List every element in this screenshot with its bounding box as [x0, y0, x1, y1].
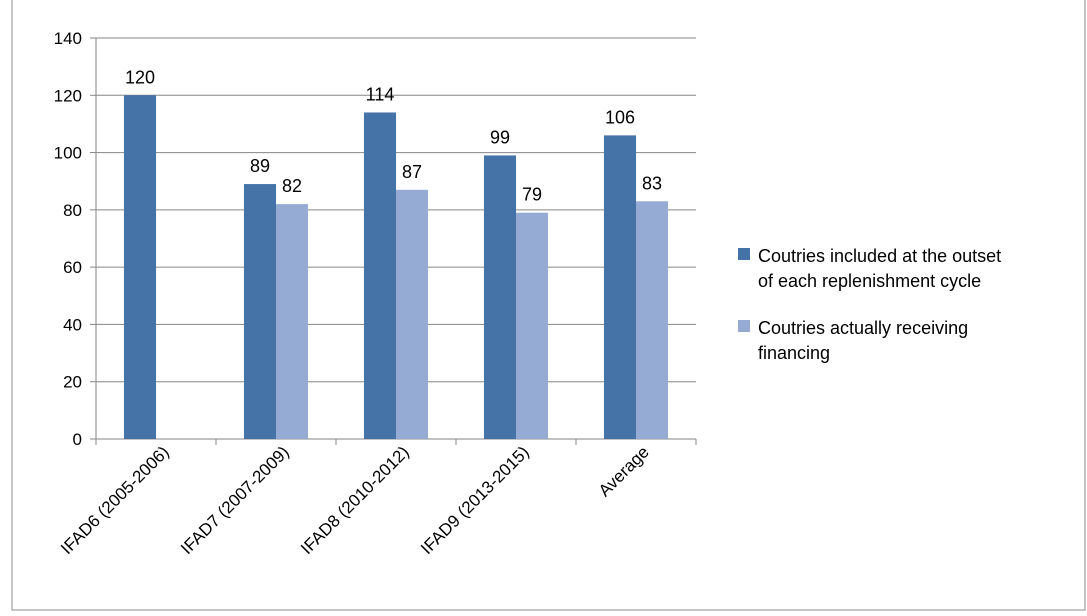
y-tick-label: 140	[54, 29, 82, 48]
y-tick-label: 120	[54, 86, 82, 105]
legend-swatch-series-1	[738, 248, 750, 260]
bar-series-2	[516, 212, 548, 439]
legend-label: financing	[758, 343, 830, 363]
legend-label: Coutries actually receiving	[758, 318, 968, 338]
bar-series-2	[396, 189, 428, 439]
legend-label: Coutries included at the outset	[758, 246, 1001, 266]
bar-series-1	[364, 112, 396, 439]
data-label: 83	[642, 173, 662, 193]
y-tick-label: 0	[73, 430, 82, 449]
legend-label: of each replenishment cycle	[758, 271, 981, 291]
legend-swatch-series-2	[738, 320, 750, 332]
bar-series-1	[604, 135, 636, 439]
y-tick-label: 80	[63, 201, 82, 220]
data-label: 99	[490, 127, 510, 147]
legend: Coutries included at the outset of each r…	[738, 246, 1001, 363]
bars	[124, 95, 668, 440]
bar-series-1	[484, 155, 516, 439]
data-label: 106	[605, 107, 635, 127]
bar-series-2	[636, 201, 668, 439]
data-label: 89	[250, 156, 270, 176]
data-label: 82	[282, 176, 302, 196]
y-tick-label: 100	[54, 144, 82, 163]
chart-frame	[11, 0, 1086, 611]
bar-series-2	[276, 204, 308, 439]
bar-series-1	[244, 184, 276, 439]
data-label: 87	[402, 162, 422, 182]
y-tick-label: 20	[63, 373, 82, 392]
data-labels: 120 89 82 114 87 99 79 106 83	[125, 67, 662, 204]
y-tick-label: 60	[63, 258, 82, 277]
data-label: 120	[125, 67, 155, 87]
y-tick-label: 40	[63, 315, 82, 334]
y-tick-labels: 0 20 40 60 80 100 120 140	[54, 29, 82, 449]
data-label: 114	[366, 84, 395, 104]
bar-series-1	[124, 95, 156, 440]
data-label: 79	[522, 185, 542, 205]
